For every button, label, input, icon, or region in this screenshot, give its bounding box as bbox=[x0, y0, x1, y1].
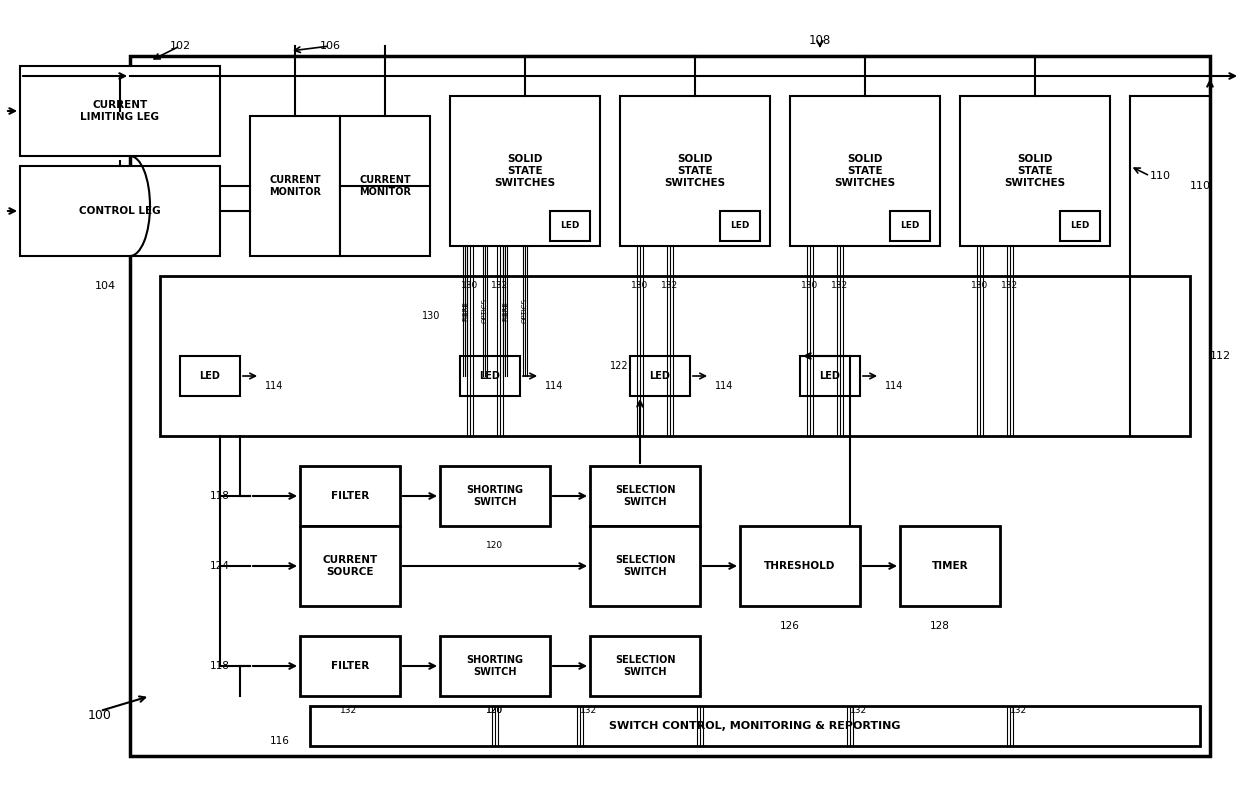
FancyBboxPatch shape bbox=[1060, 211, 1100, 241]
Text: THRESHOLD: THRESHOLD bbox=[764, 561, 836, 571]
Text: 114: 114 bbox=[546, 381, 563, 391]
FancyBboxPatch shape bbox=[620, 96, 770, 246]
Text: SOLID
STATE
SWITCHES: SOLID STATE SWITCHES bbox=[835, 154, 895, 188]
FancyBboxPatch shape bbox=[250, 116, 340, 256]
Text: 104: 104 bbox=[95, 281, 117, 291]
Text: CONTROL LEG: CONTROL LEG bbox=[79, 206, 161, 216]
Text: CURRENT
SOURCE: CURRENT SOURCE bbox=[322, 555, 378, 577]
Text: 132: 132 bbox=[832, 282, 848, 291]
Text: CURRENT
MONITOR: CURRENT MONITOR bbox=[360, 175, 410, 197]
FancyBboxPatch shape bbox=[20, 66, 219, 156]
FancyBboxPatch shape bbox=[130, 56, 1210, 756]
FancyBboxPatch shape bbox=[300, 526, 401, 606]
Text: FIBRE: FIBRE bbox=[463, 301, 467, 321]
Text: 110: 110 bbox=[1190, 181, 1211, 191]
FancyBboxPatch shape bbox=[960, 96, 1110, 246]
FancyBboxPatch shape bbox=[790, 96, 940, 246]
FancyBboxPatch shape bbox=[310, 706, 1200, 746]
FancyBboxPatch shape bbox=[460, 356, 520, 396]
Text: 112: 112 bbox=[1210, 351, 1231, 361]
FancyBboxPatch shape bbox=[590, 466, 701, 526]
Text: 130: 130 bbox=[631, 282, 649, 291]
FancyBboxPatch shape bbox=[450, 96, 600, 246]
Text: LED: LED bbox=[200, 371, 221, 381]
Text: FIBRE: FIBRE bbox=[502, 301, 508, 321]
Text: 130: 130 bbox=[971, 282, 988, 291]
Text: 108: 108 bbox=[808, 34, 831, 48]
FancyBboxPatch shape bbox=[630, 356, 689, 396]
Text: LED: LED bbox=[730, 221, 750, 231]
Text: 130: 130 bbox=[461, 282, 479, 291]
Text: 102: 102 bbox=[170, 41, 191, 51]
FancyBboxPatch shape bbox=[590, 526, 701, 606]
Text: SOLID
STATE
SWITCHES: SOLID STATE SWITCHES bbox=[665, 154, 725, 188]
Text: 132: 132 bbox=[580, 707, 598, 716]
FancyBboxPatch shape bbox=[590, 636, 701, 696]
Text: 114: 114 bbox=[265, 381, 284, 391]
Text: 132: 132 bbox=[1002, 282, 1018, 291]
Text: LED: LED bbox=[560, 221, 579, 231]
Text: LED: LED bbox=[820, 371, 841, 381]
Text: 124: 124 bbox=[210, 561, 229, 571]
Text: 126: 126 bbox=[780, 621, 800, 631]
Text: 120: 120 bbox=[486, 707, 503, 716]
Text: 132: 132 bbox=[661, 282, 678, 291]
FancyBboxPatch shape bbox=[180, 356, 241, 396]
Text: 122: 122 bbox=[610, 361, 629, 371]
Text: SELECTION
SWITCH: SELECTION SWITCH bbox=[615, 655, 676, 677]
FancyBboxPatch shape bbox=[890, 211, 930, 241]
Text: LED: LED bbox=[900, 221, 920, 231]
Text: SELECTION
SWITCH: SELECTION SWITCH bbox=[615, 486, 676, 507]
Text: 130: 130 bbox=[422, 311, 440, 321]
Text: 110: 110 bbox=[1149, 171, 1171, 181]
Text: SHORTING
SWITCH: SHORTING SWITCH bbox=[466, 486, 523, 507]
Text: 118: 118 bbox=[210, 661, 229, 671]
Text: FILTER: FILTER bbox=[331, 491, 370, 501]
Text: 130: 130 bbox=[801, 282, 818, 291]
FancyBboxPatch shape bbox=[160, 276, 1190, 436]
Text: OPTICS: OPTICS bbox=[482, 298, 489, 323]
Text: 106: 106 bbox=[320, 41, 341, 51]
Text: SWITCH CONTROL, MONITORING & REPORTING: SWITCH CONTROL, MONITORING & REPORTING bbox=[609, 721, 900, 731]
Text: 114: 114 bbox=[715, 381, 733, 391]
Text: CURRENT
MONITOR: CURRENT MONITOR bbox=[269, 175, 321, 197]
FancyBboxPatch shape bbox=[440, 636, 551, 696]
FancyBboxPatch shape bbox=[720, 211, 760, 241]
Text: SOLID
STATE
SWITCHES: SOLID STATE SWITCHES bbox=[1004, 154, 1065, 188]
Text: 120: 120 bbox=[486, 707, 503, 716]
Text: 132: 132 bbox=[1011, 707, 1027, 716]
FancyBboxPatch shape bbox=[800, 356, 861, 396]
Text: 100: 100 bbox=[88, 709, 112, 723]
FancyBboxPatch shape bbox=[340, 116, 430, 256]
Text: 118: 118 bbox=[210, 491, 229, 501]
FancyBboxPatch shape bbox=[440, 466, 551, 526]
FancyBboxPatch shape bbox=[900, 526, 999, 606]
Text: 128: 128 bbox=[930, 621, 950, 631]
Text: 132: 132 bbox=[849, 707, 867, 716]
FancyBboxPatch shape bbox=[300, 636, 401, 696]
Text: LED: LED bbox=[650, 371, 671, 381]
Text: OPTICS: OPTICS bbox=[522, 298, 528, 323]
Text: SOLID
STATE
SWITCHES: SOLID STATE SWITCHES bbox=[495, 154, 556, 188]
Text: TIMER: TIMER bbox=[931, 561, 968, 571]
Text: 116: 116 bbox=[270, 736, 290, 746]
FancyBboxPatch shape bbox=[740, 526, 861, 606]
FancyBboxPatch shape bbox=[551, 211, 590, 241]
Text: SHORTING
SWITCH: SHORTING SWITCH bbox=[466, 655, 523, 677]
Text: LED: LED bbox=[480, 371, 501, 381]
Text: 132: 132 bbox=[491, 282, 508, 291]
FancyBboxPatch shape bbox=[20, 166, 219, 256]
Text: LED: LED bbox=[1070, 221, 1090, 231]
Text: FILTER: FILTER bbox=[331, 661, 370, 671]
Text: 132: 132 bbox=[340, 707, 357, 716]
Text: 114: 114 bbox=[885, 381, 904, 391]
Text: SELECTION
SWITCH: SELECTION SWITCH bbox=[615, 555, 676, 577]
Text: CURRENT
LIMITING LEG: CURRENT LIMITING LEG bbox=[81, 100, 160, 122]
Text: 120: 120 bbox=[486, 541, 503, 551]
FancyBboxPatch shape bbox=[300, 466, 401, 526]
